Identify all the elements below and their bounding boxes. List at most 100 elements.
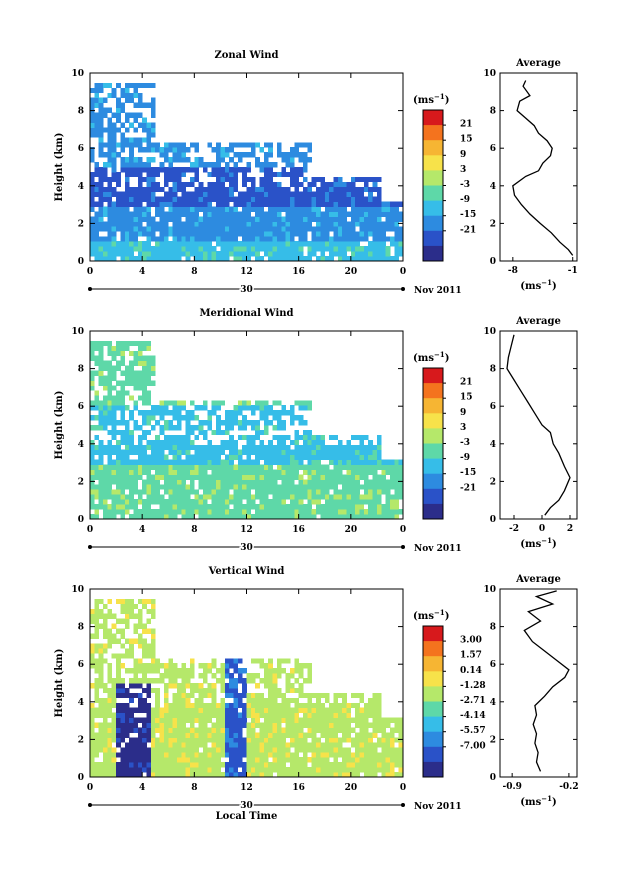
heatmap-cell <box>237 246 243 252</box>
heatmap-cell <box>363 221 369 227</box>
heatmap-cell <box>324 474 330 480</box>
heatmap-cell <box>216 171 221 178</box>
heatmap-cell <box>111 127 117 133</box>
heatmap-cell <box>168 256 173 262</box>
heatmap-cell <box>246 464 252 470</box>
heatmap-cell <box>94 434 99 441</box>
heatmap-cell <box>368 732 373 738</box>
heatmap-cell <box>103 360 108 366</box>
heatmap-cell <box>311 236 317 242</box>
heatmap-cell <box>355 509 360 515</box>
heatmap-cell <box>350 757 356 763</box>
heatmap-cell <box>294 668 299 674</box>
heatmap-cell <box>98 425 104 431</box>
heatmap-cell <box>159 226 165 232</box>
heatmap-cell <box>368 484 373 490</box>
heatmap-cell <box>259 196 265 202</box>
heatmap-cell <box>376 444 382 451</box>
heatmap-cell <box>107 449 113 455</box>
heatmap-cell <box>337 449 343 455</box>
heatmap-cell <box>107 117 113 123</box>
heatmap-cell <box>316 439 321 446</box>
heatmap-cell <box>255 479 260 485</box>
heatmap-cell <box>237 216 243 222</box>
heatmap-cell <box>316 221 321 227</box>
heatmap-cell <box>116 444 121 451</box>
heatmap-cell <box>298 687 304 694</box>
heatmap-cell <box>285 201 291 207</box>
heatmap-cell <box>229 658 234 664</box>
heatmap-cell <box>207 231 213 237</box>
heatmap-cell <box>381 459 386 465</box>
heatmap-cell <box>346 256 352 262</box>
heatmap-cell <box>207 186 213 193</box>
heatmap-cell <box>150 494 156 500</box>
heatmap-cell <box>103 712 108 718</box>
heatmap-cell <box>263 772 269 778</box>
heatmap-cell <box>107 196 113 202</box>
heatmap-cell <box>233 256 239 262</box>
heatmap-cell <box>137 499 143 505</box>
heatmap-cell <box>259 410 265 416</box>
heatmap-cell <box>381 206 386 212</box>
heatmap-cell <box>303 484 308 490</box>
heatmap-cell <box>398 742 404 748</box>
heatmap-cell <box>372 762 378 768</box>
heatmap-cell <box>294 206 299 212</box>
heatmap-cell <box>90 489 95 495</box>
heatmap-cell <box>207 732 213 738</box>
heatmap-cell <box>176 722 182 728</box>
heatmap-cell <box>111 226 117 232</box>
heatmap-cell <box>363 444 369 451</box>
heatmap-cell <box>111 444 117 451</box>
heatmap-cell <box>129 211 134 217</box>
heatmap-cell <box>246 509 252 515</box>
heatmap-cell <box>246 742 252 748</box>
plot-title: Meridional Wind <box>199 308 293 319</box>
heatmap-cell <box>224 211 230 217</box>
heatmap-cell <box>237 692 243 699</box>
heatmap-cell <box>94 474 99 480</box>
heatmap-cell <box>207 727 213 733</box>
heatmap-cell <box>259 221 265 227</box>
heatmap-cell <box>198 181 204 188</box>
heatmap-cell <box>137 256 143 262</box>
heatmap-cell <box>316 509 321 515</box>
heatmap-cell <box>107 216 113 222</box>
heatmap-cell <box>298 400 304 406</box>
average-x-label-exp: −1 <box>541 536 552 545</box>
heatmap-cell <box>285 489 291 495</box>
heatmap-cell <box>159 405 165 411</box>
heatmap-cell <box>359 186 365 193</box>
heatmap-cell <box>246 757 252 763</box>
heatmap-cell <box>346 454 352 460</box>
heatmap-cell <box>263 152 269 158</box>
heatmap-cell <box>163 236 169 242</box>
heatmap-cell <box>346 459 352 465</box>
heatmap-cell <box>146 157 152 163</box>
heatmap-cell <box>242 489 247 495</box>
heatmap-cell <box>94 415 99 421</box>
heatmap-cell <box>385 251 391 257</box>
heatmap-cell <box>203 747 208 753</box>
heatmap-cell <box>324 697 330 704</box>
heatmap-cell <box>363 747 369 753</box>
heatmap-cell <box>372 479 378 485</box>
heatmap-cell <box>220 444 226 451</box>
heatmap-cell <box>355 712 360 718</box>
heatmap-cell <box>129 157 134 163</box>
heatmap-cell <box>98 643 104 649</box>
heatmap-cell <box>276 747 282 753</box>
heatmap-cell <box>337 246 343 252</box>
heatmap-cell <box>216 767 221 773</box>
heatmap-cell <box>229 142 234 148</box>
heatmap-cell <box>120 702 126 709</box>
heatmap-cell <box>137 211 143 217</box>
heatmap-cell <box>276 410 282 416</box>
heatmap-cell <box>342 464 347 470</box>
heatmap-cell <box>350 772 356 778</box>
heatmap-cell <box>133 246 139 252</box>
heatmap-cell <box>242 509 247 515</box>
heatmap-cell <box>150 757 156 763</box>
heatmap-cell <box>146 628 152 634</box>
